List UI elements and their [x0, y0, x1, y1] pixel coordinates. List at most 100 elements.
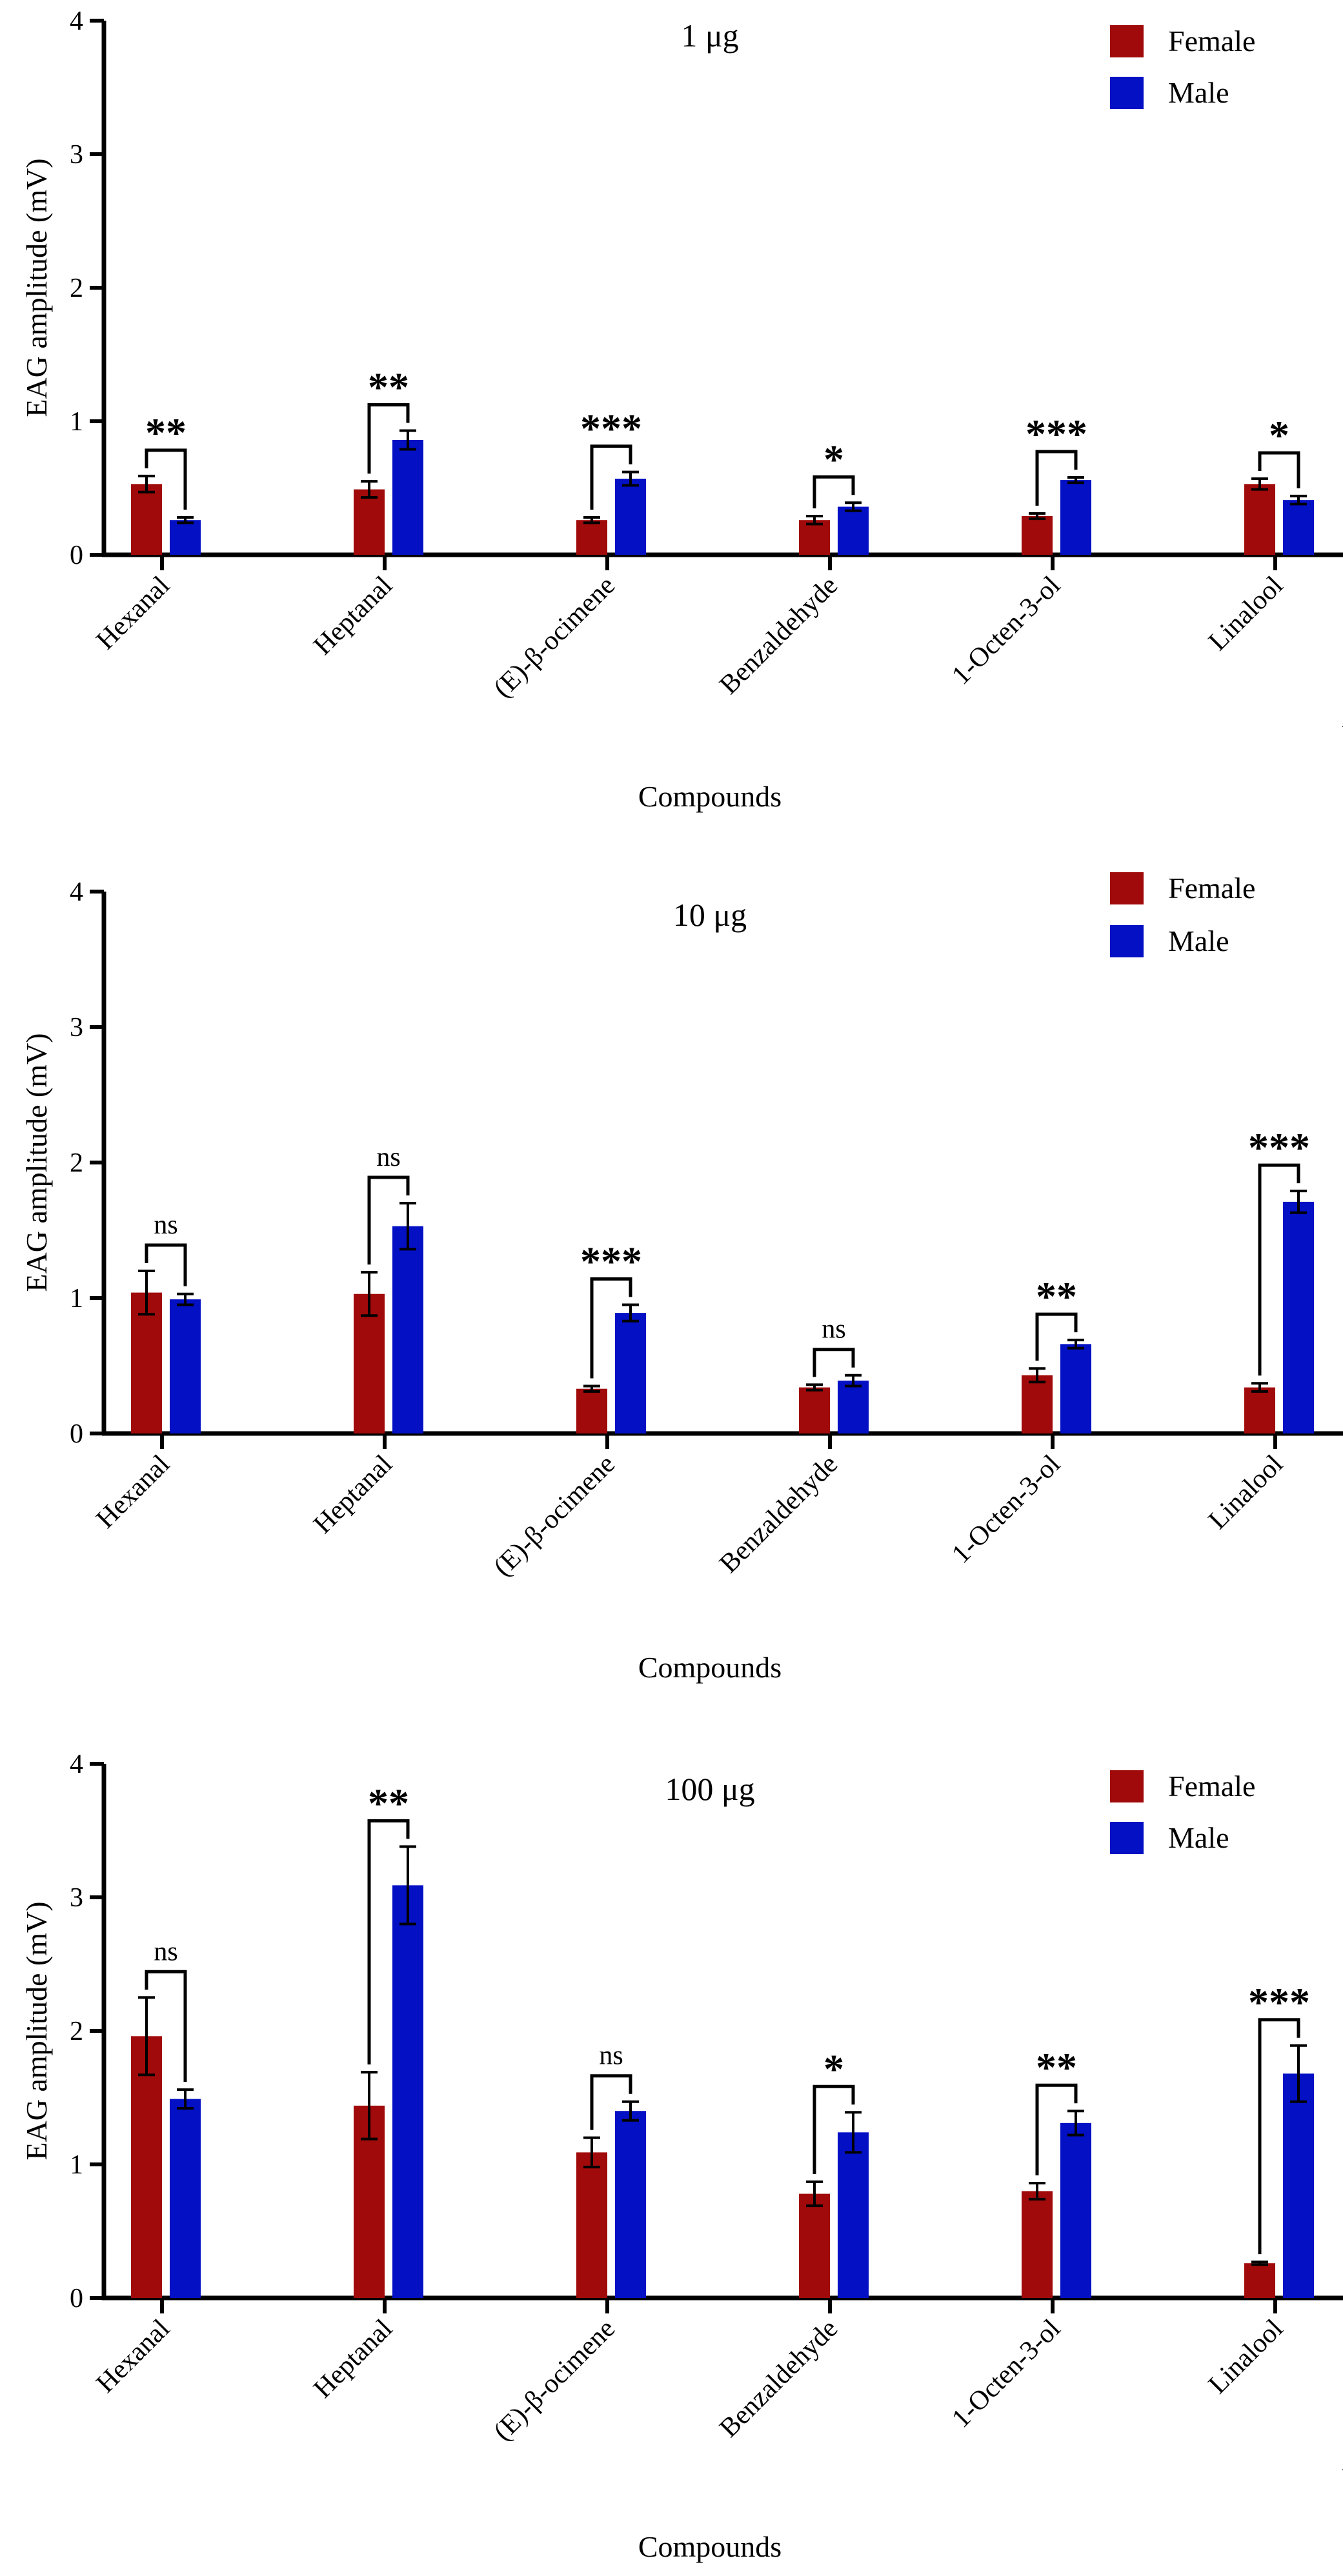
category-label: Phenylethyl alcohol — [1338, 571, 1343, 744]
bar-male — [615, 2111, 646, 2298]
y-axis-title: EAG amplitude (mV) — [20, 1033, 53, 1292]
y-tick-label: 2 — [70, 274, 83, 303]
significance-bracket — [145, 1243, 187, 1286]
legend-label-male: Male — [1168, 1821, 1229, 1854]
bar-female — [1244, 484, 1275, 555]
y-tick-label: 3 — [70, 1883, 83, 1913]
bar-male — [1060, 2122, 1091, 2298]
y-tick-label: 1 — [70, 2150, 83, 2180]
bar-female — [1022, 515, 1053, 555]
category-label: Benzaldehyde — [714, 571, 843, 701]
bar-male — [1283, 500, 1314, 555]
significance-bracket — [1258, 2018, 1300, 2255]
bar-male — [392, 1885, 423, 2298]
x-axis-title: Compounds — [638, 780, 782, 813]
bar-male — [1060, 480, 1091, 555]
significance-label: ** — [145, 410, 187, 455]
significance-label: ns — [376, 1143, 400, 1172]
category-label: Heptanal — [308, 1450, 398, 1540]
y-tick-label: 0 — [70, 2284, 83, 2313]
significance-bracket — [1035, 450, 1078, 506]
significance-bracket — [813, 1348, 855, 1377]
legend-swatch-female — [1110, 872, 1144, 904]
bar-female — [1022, 1375, 1053, 1433]
y-tick-label: 3 — [70, 140, 83, 170]
bar-male — [838, 1381, 869, 1433]
significance-bracket — [1035, 2083, 1078, 2175]
bar-male — [392, 439, 423, 555]
significance-bracket — [1258, 451, 1300, 488]
significance-bracket — [1035, 1312, 1078, 1361]
legend-swatch-male — [1110, 925, 1144, 957]
significance-bracket — [145, 1970, 187, 2082]
y-axis-title: EAG amplitude (mV) — [20, 1901, 53, 2160]
significance-label: ns — [822, 1315, 845, 1344]
chart-title: 10 μg — [673, 897, 747, 933]
category-label: Benzaldehyde — [714, 1450, 843, 1579]
y-tick-label: 3 — [70, 1013, 83, 1043]
bar-male — [615, 1313, 646, 1433]
category-label: Phenylethyl alcohol — [1338, 2314, 1343, 2488]
bar-male — [615, 479, 646, 555]
significance-label: ns — [154, 1210, 177, 1240]
y-tick-label: 1 — [70, 407, 83, 437]
significance-bracket — [813, 475, 855, 508]
bar-female — [131, 2036, 162, 2298]
legend-swatch-male — [1110, 77, 1144, 109]
category-label: Hexanal — [91, 571, 176, 655]
bar-female — [131, 1292, 162, 1433]
bar-female — [576, 1388, 607, 1433]
bar-male — [170, 1299, 201, 1433]
bar-male — [1283, 1201, 1314, 1433]
bar-female — [131, 484, 162, 555]
bar-female — [576, 520, 607, 555]
legend-swatch-male — [1110, 1822, 1144, 1854]
significance-label: ** — [368, 1780, 409, 1826]
legend-swatch-female — [1110, 1770, 1144, 1802]
significance-label: *** — [580, 1239, 642, 1284]
significance-label: *** — [1025, 411, 1087, 457]
significance-label: * — [1269, 412, 1289, 458]
category-label: 1-Octen-3-ol — [946, 1450, 1066, 1570]
bar-female — [799, 520, 830, 555]
significance-label: * — [823, 2046, 844, 2092]
chart-panel-1: 0 1 2 3 4 EAG amplitude (mV) 1 μg Compounds Fema… — [20, 6, 1343, 813]
bar-female — [1244, 1387, 1275, 1433]
significance-label: ns — [599, 2041, 623, 2071]
bar-male — [170, 2099, 201, 2298]
significance-bracket — [1258, 1163, 1300, 1376]
legend-label-male: Male — [1168, 76, 1229, 109]
category-label: 1-Octen-3-ol — [946, 571, 1066, 691]
significance-label: *** — [580, 406, 642, 452]
x-axis-title: Compounds — [638, 2530, 782, 2563]
bar-male — [392, 1226, 423, 1433]
bar-male — [170, 520, 201, 555]
bar-female — [1244, 2263, 1275, 2298]
bar-female — [799, 1387, 830, 1433]
chart-panel-3: 0 1 2 3 4 EAG amplitude (mV) 100 μg Compounds Fe… — [20, 1750, 1343, 2563]
category-label: Linalool — [1203, 571, 1289, 657]
category-label: Benzaldehyde — [714, 2314, 843, 2444]
significance-label: ** — [1036, 2044, 1077, 2090]
significance-label: ns — [154, 1937, 177, 1966]
significance-bracket — [813, 2084, 855, 2174]
category-label: Linalool — [1203, 2314, 1289, 2400]
significance-label: *** — [1248, 1124, 1310, 1170]
category-label: Linalool — [1203, 1450, 1289, 1535]
y-tick-label: 0 — [70, 541, 83, 570]
category-label: Heptanal — [308, 2314, 398, 2404]
y-tick-label: 4 — [70, 1750, 83, 1779]
category-label: Heptanal — [308, 571, 398, 661]
significance-label: *** — [1248, 1979, 1310, 2025]
bar-male — [838, 506, 869, 555]
legend-label-male: Male — [1168, 924, 1229, 957]
significance-bracket — [367, 403, 410, 474]
bar-female — [354, 1293, 385, 1433]
chart-panel-2: 0 1 2 3 4 EAG amplitude (mV) 10 μg Compounds Fem… — [20, 872, 1343, 1684]
bar-female — [1022, 2191, 1053, 2298]
y-axis-title: EAG amplitude (mV) — [20, 158, 53, 417]
bar-female — [576, 2152, 607, 2298]
legend-label-female: Female — [1168, 872, 1255, 904]
